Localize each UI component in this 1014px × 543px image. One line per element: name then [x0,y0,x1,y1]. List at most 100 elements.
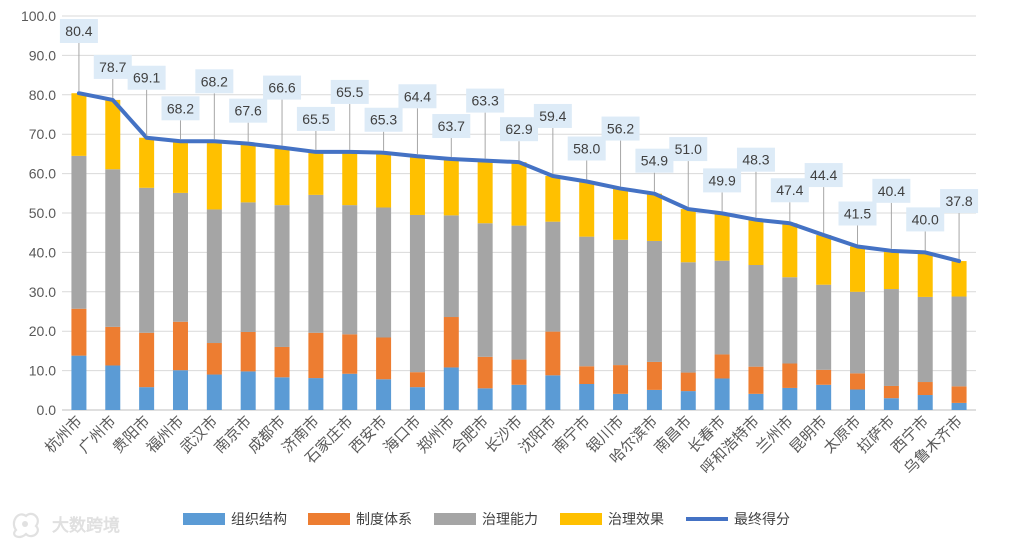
bar-segment-governance-effect [511,162,527,226]
bar-segment-governance-effect [342,151,358,206]
y-tick-label: 60.0 [29,166,56,182]
watermark-logo-icon [12,512,39,539]
bar-segment-institution-system [511,359,527,385]
data-label-box [669,137,708,162]
x-tick-label: 昆明市 [786,412,831,457]
bar-segment-org-structure [172,370,188,410]
x-tick-label: 武汉市 [177,412,222,457]
bar-segment-org-structure [714,378,730,410]
x-tick-label: 长沙市 [481,412,526,457]
data-label-box [770,178,809,203]
data-label: 44.4 [810,167,837,183]
data-label-box [872,178,911,203]
bar-segment-org-structure [105,365,121,410]
bar-segment-institution-system [917,382,933,396]
bar-segment-governance-effect [646,193,662,241]
legend-label: 治理效果 [608,512,664,528]
data-label-box [601,116,640,141]
bar-segment-org-structure [308,378,324,410]
bar-segment-governance-effect [782,223,798,278]
bar-segment-institution-system [545,331,561,376]
data-label: 67.6 [235,103,262,119]
bar-segment-institution-system [477,356,493,389]
x-tick-label: 广州市 [75,412,120,457]
data-label-box [432,114,471,139]
data-label: 40.4 [878,183,905,199]
data-label-box [93,54,132,79]
y-tick-label: 0.0 [37,402,57,418]
y-tick-label: 80.0 [29,87,56,103]
data-label: 63.7 [438,118,465,134]
bar-segment-governance-capacity [105,169,121,327]
data-label: 40.0 [912,211,939,227]
data-label-box [161,96,200,121]
x-tick-label: 合肥市 [447,412,492,457]
data-label: 41.5 [844,205,871,221]
bar-segment-governance-capacity [951,296,967,387]
bar-segment-org-structure [951,402,967,410]
bar-segment-institution-system [172,321,188,371]
bar-segment-governance-effect [613,188,629,240]
x-tick-label: 杭州市 [41,412,86,457]
bar-segment-governance-effect [206,141,222,210]
bar-segment-governance-effect [579,181,595,237]
bar-segment-governance-capacity [646,240,662,362]
y-tick-label: 40.0 [29,244,56,260]
bar-segment-governance-capacity [477,223,493,357]
bar-segment-institution-system [613,365,629,394]
bar-segment-institution-system [883,385,899,399]
bar-segment-org-structure [816,384,832,410]
bar-segment-institution-system [71,308,87,356]
bar-segment-institution-system [816,369,832,385]
bar-segment-governance-capacity [71,155,87,309]
data-label-box [59,19,98,43]
bar-segment-governance-effect [714,213,730,261]
data-label: 78.7 [99,59,126,75]
bar-segment-org-structure [850,389,866,410]
bar-segment-governance-capacity [172,192,188,322]
bar-segment-governance-capacity [714,260,730,355]
bar-segment-org-structure [545,375,561,410]
bar-segment-governance-capacity [680,262,696,373]
bar-segment-org-structure [139,387,155,410]
data-label-box [398,84,437,109]
x-tick-label: 福州市 [143,412,188,457]
bar-segment-governance-capacity [139,187,155,333]
y-tick-label: 30.0 [29,284,56,300]
bar-segment-institution-system [139,332,155,388]
bar-segment-governance-effect [850,246,866,292]
bar-segment-governance-effect [274,147,290,206]
data-label: 51.0 [675,141,702,157]
y-tick-label: 70.0 [29,126,56,142]
y-tick-label: 90.0 [29,47,56,63]
bar-segment-org-structure [646,389,662,410]
bar-segment-institution-system [782,363,798,388]
data-label-box [635,148,674,173]
bar-segment-governance-capacity [308,194,324,333]
data-label: 80.4 [65,23,92,39]
x-tick-label: 兰州市 [752,412,797,457]
bar-segment-governance-capacity [748,265,764,367]
bar-segment-governance-capacity [274,205,290,347]
bar-segment-org-structure [443,367,459,410]
x-tick-label: 太原市 [820,412,865,457]
x-tick-label: 郑州市 [414,412,459,457]
bar-segment-institution-system [342,334,358,374]
data-label: 66.6 [268,80,295,96]
legend-label: 制度体系 [356,512,412,528]
bar-segment-governance-effect [376,152,392,208]
y-axis-tick-labels: 0.0 10.0 20.0 30.0 40.0 50.0 60.0 70.0 80.0 90.0 1… [21,8,56,418]
bar-segment-governance-capacity [206,209,222,344]
bar-segment-org-structure [409,387,425,410]
bar-segment-org-structure [613,393,629,410]
bar-segment-governance-capacity [409,214,425,373]
data-label-box [127,65,166,90]
bar-segment-governance-capacity [917,296,933,383]
data-label-box [195,69,234,94]
bar-segment-governance-capacity [511,225,527,360]
bar-segment-org-structure [71,355,87,410]
watermark: 大数跨境 [12,512,120,539]
bar-segment-governance-effect [443,159,459,216]
bar-segment-governance-effect [409,156,425,215]
